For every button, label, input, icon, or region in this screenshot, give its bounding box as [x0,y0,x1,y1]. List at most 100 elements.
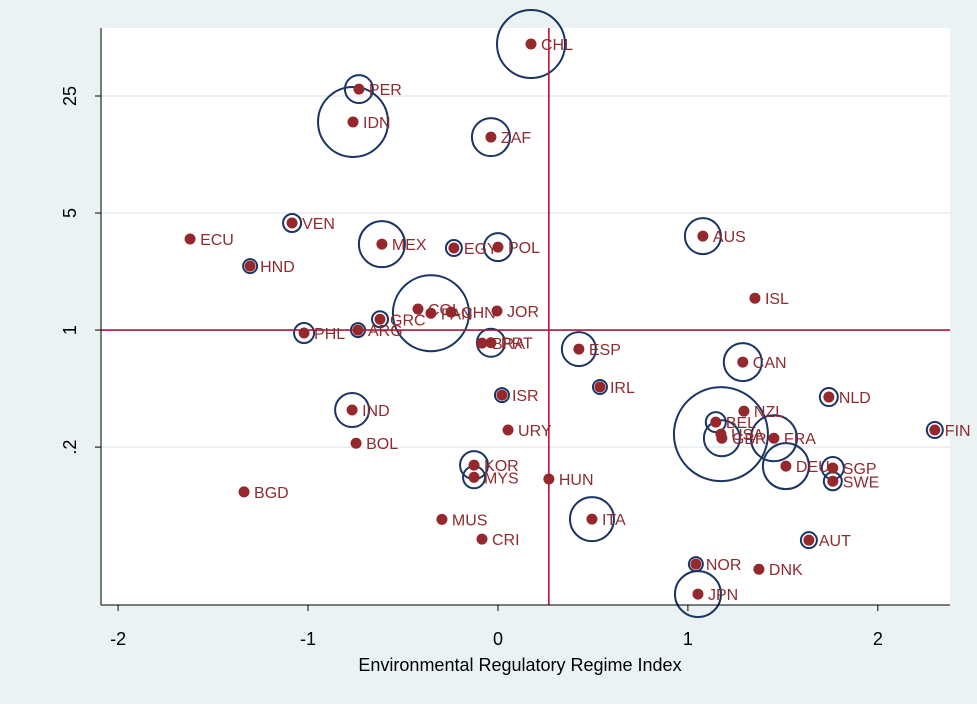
point [353,83,365,95]
point-label: BEL [726,415,756,432]
bubble [749,414,798,463]
point-label: ISR [512,388,539,405]
reference-lines [101,28,950,605]
point [476,337,488,349]
point-label: NLD [839,390,871,407]
x-tick-label: 1 [683,629,693,649]
point [496,389,508,401]
point [753,563,765,575]
point [710,416,722,428]
point-label: HUN [559,472,594,489]
point-label: KOR [484,458,519,475]
point-label: IRL [610,380,635,397]
point-label: JPN [708,587,738,604]
point-label: JOR [507,304,539,321]
x-tick-label: 0 [493,629,503,649]
bubble [761,442,810,491]
bubble [293,322,316,345]
point [445,306,457,318]
bubble [683,217,722,256]
point [502,424,514,436]
bubble [391,274,470,353]
point-label: DNK [769,562,803,579]
bubble [560,331,597,368]
point-label: BGD [254,485,289,502]
point-label: ISL [765,291,789,308]
point-label: ESP [589,342,621,359]
x-tick-label: 2 [873,629,883,649]
point-label: COL [428,302,461,319]
x-axis-title: Environmental Regulatory Regime Index [358,655,681,675]
y-tick-label: .2 [60,440,80,455]
axes: .2 1 5 25 -2 -1 0 1 2 [60,86,883,649]
bubbles [242,9,944,619]
point-label: CHN [461,305,496,322]
point [492,241,504,253]
point [476,533,488,545]
point-label: ECU [200,232,234,249]
point-label: FRA [784,431,816,448]
bubble [818,387,839,408]
x-tick-label: -2 [110,629,126,649]
point-label: BRA [492,336,525,353]
y-tick-label: 1 [60,325,80,335]
point-label: GBR [732,431,767,448]
bubble [470,117,511,158]
point-label: EGY [464,241,498,258]
point-label: SGP [843,461,877,478]
point [780,460,792,472]
point [573,343,585,355]
x-tick-label: -1 [300,629,316,649]
point [238,486,250,498]
point [425,307,437,319]
bubble [357,220,406,269]
point-label: CRI [492,532,520,549]
point [768,432,780,444]
point-label: GRC [390,312,426,329]
point [737,356,749,368]
point-label: MUS [452,512,488,529]
bubble [371,310,390,329]
point-label: MYS [484,470,519,487]
plot-area [101,28,950,605]
point-label: DEU [796,459,830,476]
point-label: HND [260,259,295,276]
point-label: ITA [602,512,626,529]
point [823,391,835,403]
point [350,437,362,449]
point-label: IDN [363,115,391,132]
point-label: AUT [819,533,851,550]
bubble [591,379,608,396]
point [543,473,555,485]
point [690,558,702,570]
point-label: BOL [366,436,398,453]
point [827,462,839,474]
point [412,303,424,315]
point-label: PER [369,82,402,99]
point [436,513,448,525]
bubble [282,212,303,233]
bubble [317,85,390,158]
point [376,238,388,250]
bubble [672,386,769,483]
point-label: VEN [302,216,335,233]
point-label: NZL [754,404,784,421]
point-label: AUS [713,229,746,246]
point [749,292,761,304]
point-label: ZAF [501,130,531,147]
point-label: NOR [706,557,742,574]
bubble [343,74,374,105]
bubble [702,419,741,458]
point [347,116,359,128]
point [485,131,497,143]
bubble [925,421,944,440]
point [468,471,480,483]
point [286,217,298,229]
bubble [444,239,463,258]
point [929,424,941,436]
point-label: PAN [441,306,473,323]
point [716,432,728,444]
point-label: CAN [753,355,787,372]
